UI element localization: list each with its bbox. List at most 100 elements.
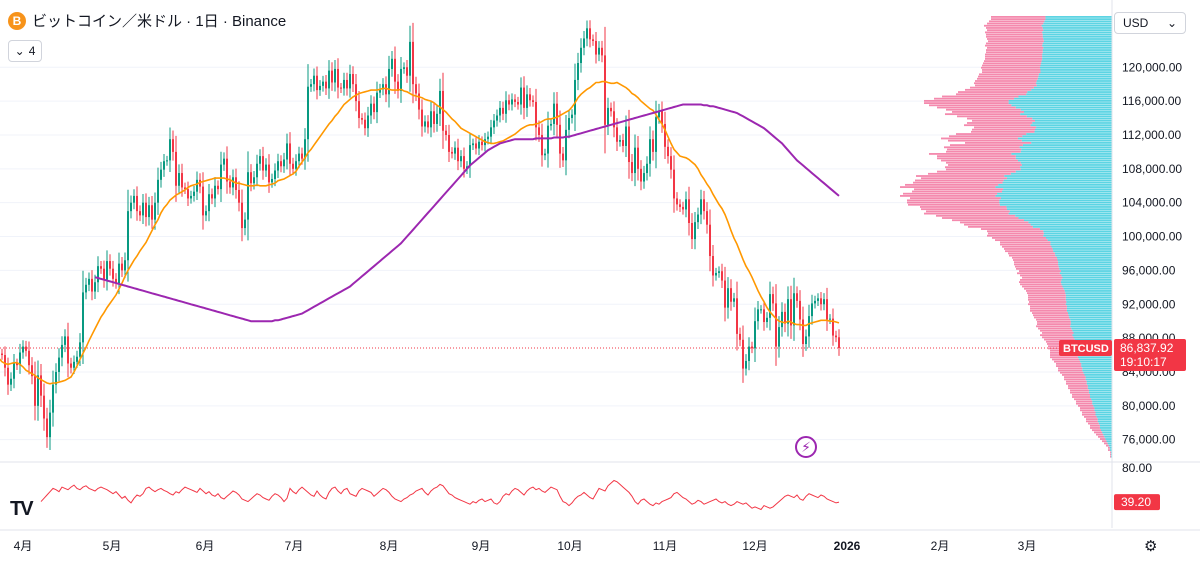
volume-profile-bar-up [1070, 318, 1112, 321]
volume-profile-bar-up [1042, 35, 1112, 38]
candle-body [307, 86, 309, 140]
volume-profile-bar-down [1014, 263, 1059, 266]
volume-profile-bar-up [1061, 283, 1112, 286]
candle-body [325, 81, 327, 89]
symbol-title[interactable]: ビットコイン／米ドル · 1日 · Binance [32, 13, 287, 30]
candle-body [811, 303, 813, 317]
volume-profile-bar-up [1107, 442, 1112, 445]
volume-profile-bar-up [1010, 172, 1112, 175]
volume-profile-bar-down [987, 230, 1044, 233]
candle-body [358, 101, 360, 119]
volume-profile-bar-up [1009, 210, 1112, 213]
volume-profile-bar-down [1026, 290, 1065, 292]
volume-profile-bar-down [945, 113, 1021, 116]
volume-profile-bar-down [1044, 338, 1075, 341]
volume-profile-bar-down [1102, 440, 1107, 443]
last-price-value: 86,837.92 [1120, 341, 1174, 355]
candle-body [253, 177, 255, 184]
volume-profile-bar-down [1040, 334, 1073, 337]
volume-profile-bar-up [1008, 212, 1112, 215]
volume-profile-bar-down [1004, 248, 1053, 250]
candle-body [646, 163, 648, 174]
volume-profile-bar-down [1074, 398, 1092, 401]
volume-profile-bar-up [1033, 86, 1112, 89]
currency-select[interactable]: USD ⌄ [1114, 12, 1186, 34]
volume-profile-bar-down [1028, 296, 1066, 299]
candle-body [643, 173, 645, 182]
volume-profile-bar-up [1030, 223, 1112, 226]
candle-body [310, 84, 312, 87]
volume-profile-bar-up [1094, 409, 1112, 412]
candle-body [589, 28, 591, 40]
volume-profile-bar-down [1028, 298, 1066, 301]
volume-profile-bar-up [1042, 33, 1112, 36]
rsi-pane: 39.20 80.00 [0, 461, 1200, 511]
candle-body [745, 360, 747, 369]
volume-profile-bar-up [1003, 188, 1112, 191]
volume-profile-bar-down [936, 214, 1016, 217]
candle-body [838, 337, 840, 348]
volume-profile-bar-up [1088, 391, 1112, 394]
candle-body [667, 146, 669, 157]
volume-profile-bar-up [1032, 225, 1112, 228]
candle-body [349, 74, 351, 89]
volume-profile-bar-down [1110, 453, 1111, 456]
volume-profile-bar-down [1094, 431, 1103, 434]
volume-profile-bar-down [1024, 287, 1064, 290]
volume-profile-bar-up [1077, 356, 1112, 359]
candle-body [550, 123, 552, 126]
candle-body [574, 79, 576, 115]
volume-profile-bar-down [1090, 424, 1100, 427]
volume-profile-bar-up [1039, 228, 1112, 230]
candle-body [739, 333, 741, 340]
candle-body [487, 136, 489, 140]
volume-profile-bar-up [1002, 190, 1112, 193]
volume-profile-bar-up [1062, 285, 1112, 288]
lightning-icon[interactable]: ⚡ [795, 436, 817, 458]
candle-body [4, 355, 6, 368]
volume-profile-bar-down [975, 84, 1037, 87]
candle-body [652, 139, 654, 152]
volume-profile-bar-down [949, 135, 1023, 138]
candle-body [751, 346, 753, 349]
volume-profile-bar-up [1045, 16, 1112, 18]
candle-body [181, 173, 183, 188]
volume-profile-bar-up [1061, 278, 1112, 281]
candle-body [1, 353, 3, 356]
candle-body [532, 100, 534, 102]
time-tick-label: 3月 [1018, 539, 1037, 553]
candle-body [190, 195, 192, 199]
candle-body [595, 41, 597, 55]
candle-body [436, 113, 438, 124]
volume-profile [900, 16, 1112, 458]
candle-body [448, 134, 450, 152]
chevron-down-icon: ⌄ [1166, 16, 1177, 30]
tradingview-logo-icon: TV [10, 498, 34, 520]
volume-profile-bar-down [992, 237, 1046, 239]
volume-profile-bar-up [1042, 27, 1112, 29]
volume-profile-bar-down [970, 86, 1034, 89]
candle-body [577, 63, 579, 80]
volume-profile-bar-down [986, 51, 1043, 54]
volume-profile-bar-up [1042, 51, 1112, 54]
candle-body [10, 378, 12, 385]
volume-profile-bar-up [1070, 320, 1112, 323]
volume-profile-bar-up [1080, 360, 1112, 363]
volume-profile-bar-up [1050, 241, 1112, 244]
price-tick-label: 116,000.00 [1122, 94, 1181, 108]
indicators-toggle-button[interactable]: ⌄ 4 [8, 40, 42, 62]
gear-icon[interactable]: ⚙ [1144, 538, 1158, 555]
volume-profile-bar-down [1068, 385, 1088, 387]
rsi-axis-label: 80.00 [1122, 461, 1152, 475]
volume-profile-bar-down [1086, 420, 1098, 423]
volume-profile-bar-down [900, 186, 996, 188]
volume-profile-bar-up [1058, 263, 1112, 266]
volume-profile-bar-down [1108, 449, 1110, 451]
candle-body [220, 164, 222, 190]
candle-body [340, 87, 342, 89]
volume-profile-bar-up [1099, 427, 1112, 429]
volume-profile-bar-up [1020, 161, 1112, 164]
candle-body [361, 118, 363, 120]
volume-profile-bar-up [1020, 108, 1112, 111]
